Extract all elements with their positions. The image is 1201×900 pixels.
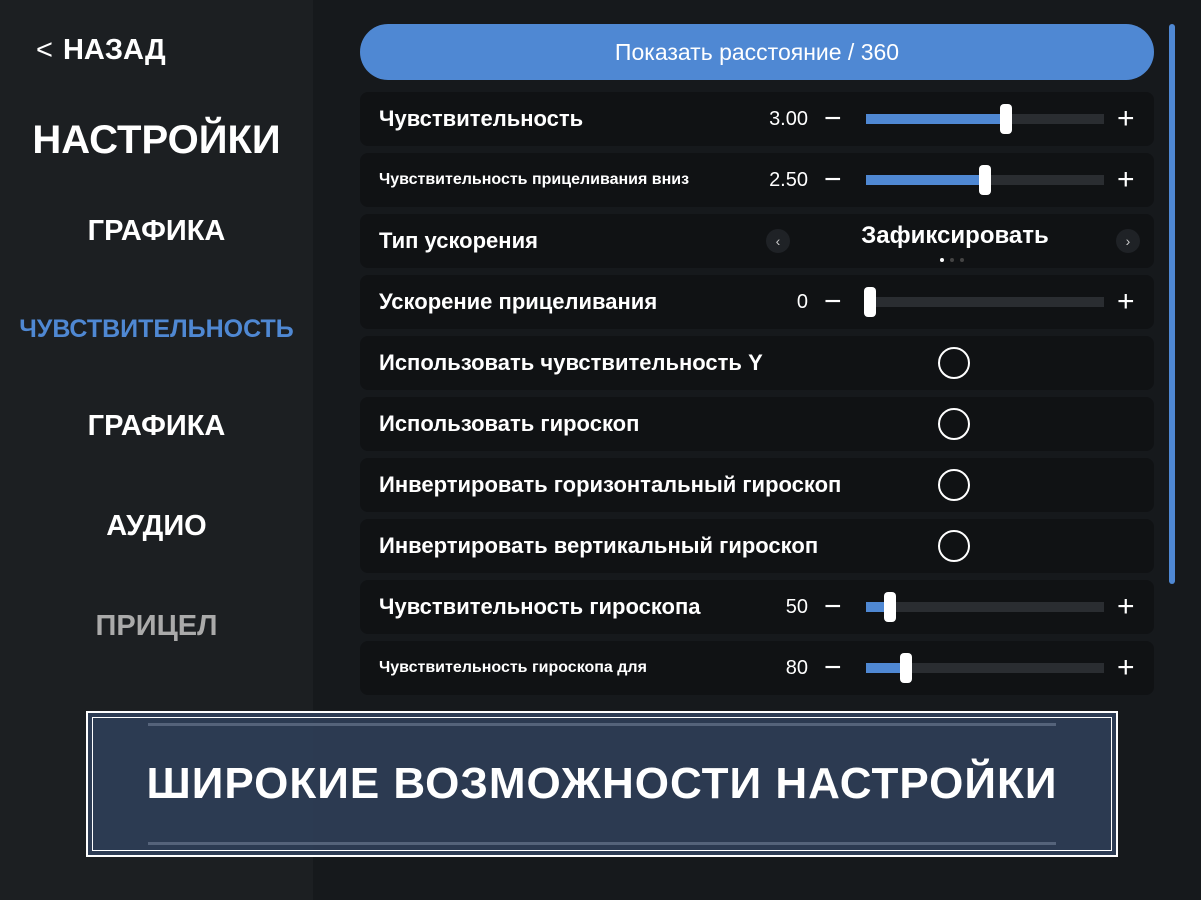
toggle-radio[interactable] xyxy=(938,469,970,501)
setting-label: Ускорение прицеливания xyxy=(379,289,658,314)
minus-button[interactable]: − xyxy=(824,285,842,318)
minus-button[interactable]: − xyxy=(824,102,842,135)
setting-label: Тип ускорения xyxy=(379,228,538,253)
setting-row: Чувствительность гироскопа для 80 − + xyxy=(360,641,1154,695)
setting-value: 3.00 xyxy=(769,108,808,130)
setting-row: Использовать гироскоп xyxy=(360,397,1154,451)
slider-thumb[interactable] xyxy=(900,653,913,683)
setting-label: Инвертировать горизонтальный гироскоп xyxy=(379,472,842,497)
minus-button[interactable]: − xyxy=(824,590,842,623)
setting-label: Использовать чувствительность Y xyxy=(379,350,763,375)
setting-value: 2.50 xyxy=(769,169,808,191)
setting-row: Инвертировать вертикальный гироскоп xyxy=(360,519,1154,573)
slider-thumb[interactable] xyxy=(1000,104,1013,134)
slider-fill xyxy=(866,114,1007,124)
page-title: НАСТРОЙКИ xyxy=(32,118,281,162)
setting-row: Чувствительность прицеливания вниз 2.50 −… xyxy=(360,153,1154,207)
toggle-radio[interactable] xyxy=(938,530,970,562)
sidebar-item-graphics-2[interactable]: ГРАФИКА xyxy=(87,410,226,442)
show-distance-button[interactable]: Показать расстояние / 360 xyxy=(360,24,1154,80)
setting-row: Тип ускорения ‹ Зафиксировать › xyxy=(360,214,1154,268)
toggle-radio[interactable] xyxy=(938,408,970,440)
back-label: НАЗАД xyxy=(62,34,166,66)
plus-button[interactable]: + xyxy=(1117,651,1135,684)
selector-value: Зафиксировать xyxy=(861,222,1049,249)
plus-button[interactable]: + xyxy=(1117,163,1135,196)
scrollbar[interactable] xyxy=(1169,24,1175,584)
setting-label: Чувствительность гироскопа для xyxy=(379,659,647,676)
slider-fill xyxy=(866,602,890,612)
sidebar-item-sensitivity[interactable]: ЧУВСТВИТЕЛЬНОСТЬ xyxy=(19,315,294,343)
setting-value: 50 xyxy=(785,596,808,618)
slider-thumb[interactable] xyxy=(979,165,991,195)
slider-fill xyxy=(866,175,985,185)
sidebar-item-graphics[interactable]: ГРАФИКА xyxy=(87,215,226,247)
page-dots xyxy=(940,258,964,262)
toggle-radio[interactable] xyxy=(938,347,970,379)
plus-button[interactable]: + xyxy=(1117,102,1135,135)
minus-button[interactable]: − xyxy=(824,651,842,684)
sidebar-item-crosshair[interactable]: ПРИЦЕЛ xyxy=(95,610,218,642)
slider[interactable] xyxy=(866,653,1104,683)
back-button[interactable]: < НАЗАД xyxy=(36,34,166,67)
slider-thumb[interactable] xyxy=(863,287,876,317)
chevron-right-icon[interactable]: › xyxy=(1116,229,1140,253)
slider-thumb[interactable] xyxy=(883,592,896,622)
promo-banner: ШИРОКИЕ ВОЗМОЖНОСТИ НАСТРОЙКИ xyxy=(86,711,1118,857)
setting-row: Ускорение прицеливания 0 − + xyxy=(360,275,1154,329)
setting-label: Чувствительность гироскопа xyxy=(379,594,701,619)
slider[interactable] xyxy=(863,287,1104,317)
chevron-left-icon: < xyxy=(36,34,53,66)
sidebar-item-audio[interactable]: АУДИО xyxy=(106,510,207,542)
slider-fill xyxy=(866,663,907,673)
minus-button[interactable]: − xyxy=(824,163,842,196)
setting-label: Чувствительность xyxy=(379,106,584,131)
slider[interactable] xyxy=(866,165,1104,195)
plus-button[interactable]: + xyxy=(1117,285,1135,318)
chevron-left-icon[interactable]: ‹ xyxy=(766,229,790,253)
setting-label: Использовать гироскоп xyxy=(379,411,640,436)
setting-value: 0 xyxy=(796,291,808,313)
setting-row: Использовать чувствительность Y xyxy=(360,336,1154,390)
setting-row: Чувствительность 3.00 − + xyxy=(360,92,1154,146)
setting-label: Чувствительность прицеливания вниз xyxy=(379,171,690,188)
banner-text: ШИРОКИЕ ВОЗМОЖНОСТИ НАСТРОЙКИ xyxy=(146,759,1058,808)
slider[interactable] xyxy=(866,104,1104,134)
setting-row: Чувствительность гироскопа 50 − + xyxy=(360,580,1154,634)
setting-row: Инвертировать горизонтальный гироскоп xyxy=(360,458,1154,512)
setting-value: 80 xyxy=(785,657,808,679)
slider[interactable] xyxy=(866,592,1104,622)
setting-label: Инвертировать вертикальный гироскоп xyxy=(379,533,819,558)
plus-button[interactable]: + xyxy=(1117,590,1135,623)
